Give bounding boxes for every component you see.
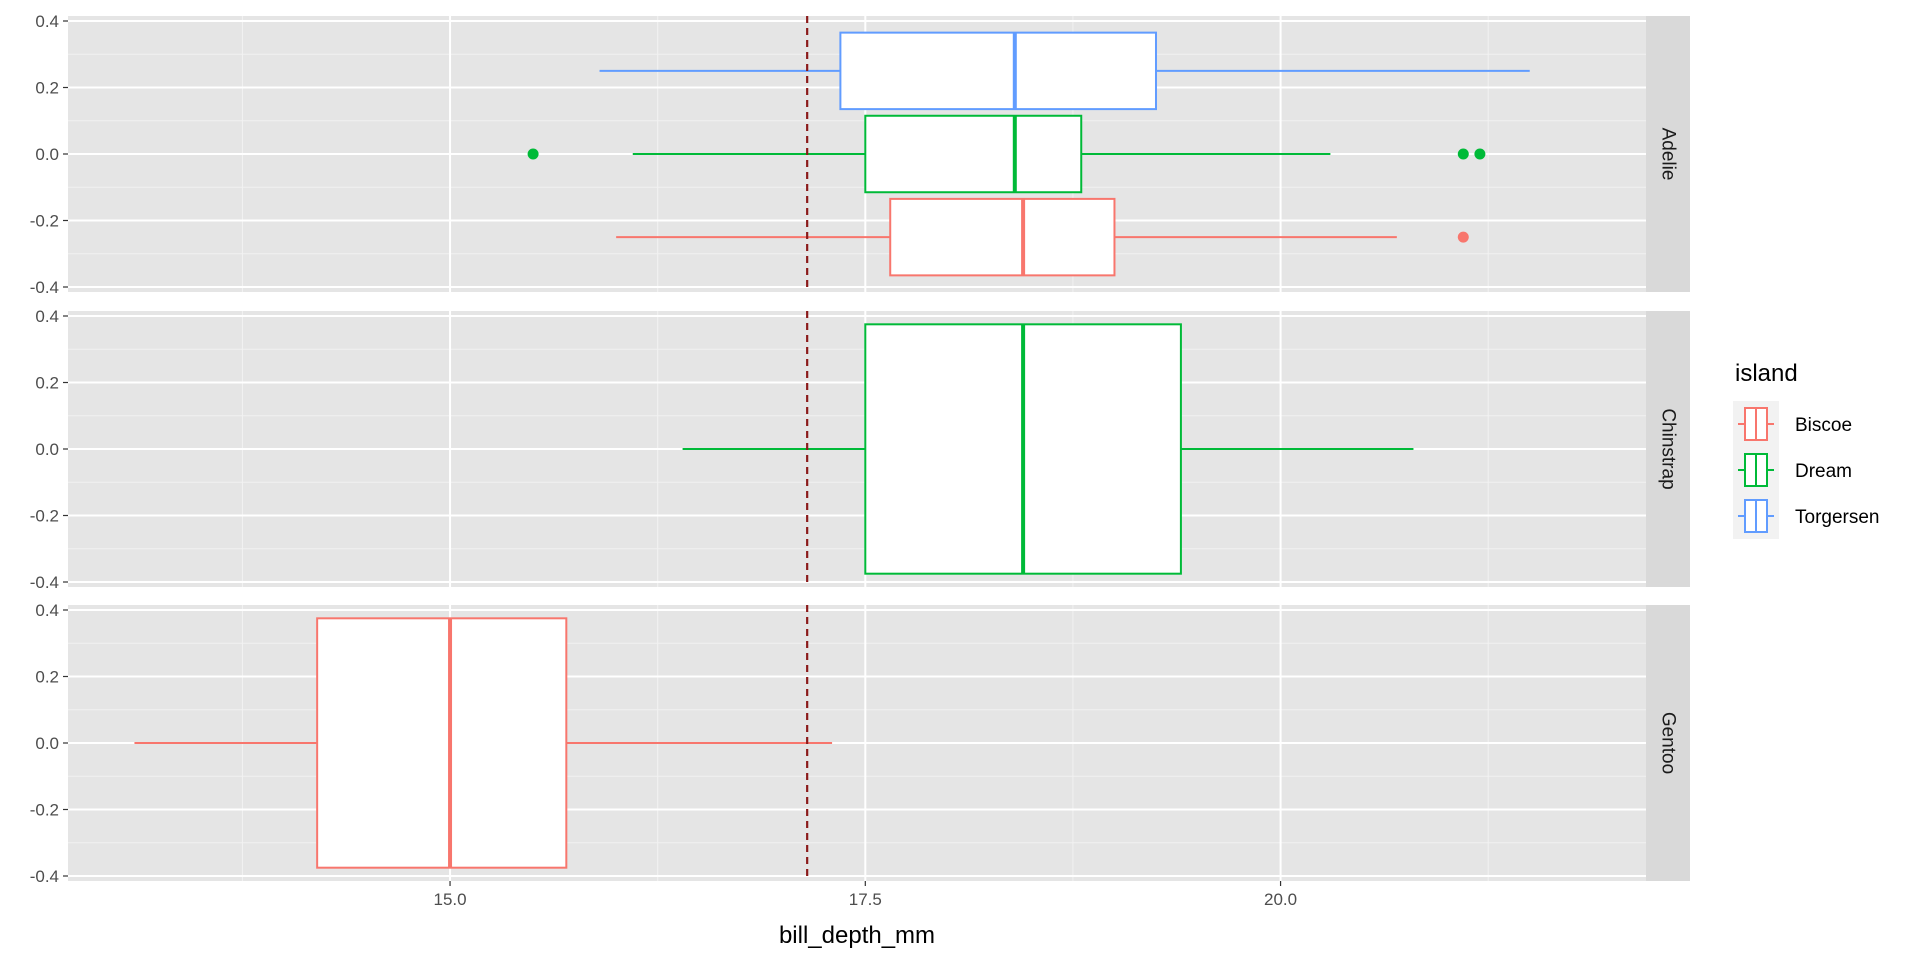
facet-strip [1646, 311, 1690, 587]
outlier-point [1457, 148, 1469, 160]
y-tick-label: 0.2 [35, 374, 59, 393]
facet-panel-chinstrap: 0.4 0.2 0.0 -0.2 -0.4 Chinstrap [30, 307, 1690, 592]
box-iqr [316, 617, 568, 869]
box-adelie-torgersen [599, 31, 1530, 111]
legend-key-biscoe [1738, 407, 1774, 441]
y-tick-label: -0.4 [30, 867, 59, 886]
facet-strip-label: Chinstrap [1658, 408, 1679, 489]
box-chinstrap-dream [682, 323, 1414, 575]
facet-panel-adelie: 0.4 0.2 0.0 -0.2 -0.4 Adelie [30, 12, 1690, 297]
legend-key-torgersen [1738, 499, 1774, 533]
box-gentoo-biscoe [134, 617, 833, 869]
y-tick-label: -0.2 [30, 507, 59, 526]
legend-title: island [1735, 360, 1798, 387]
legend-key-dream [1738, 453, 1774, 487]
y-tick-label: -0.2 [30, 212, 59, 231]
box-iqr [889, 197, 1116, 277]
y-tick-label: -0.4 [30, 573, 59, 592]
y-tick-label: 0.4 [35, 307, 59, 326]
y-tick-label: -0.2 [30, 801, 59, 820]
outlier-point [1474, 148, 1486, 160]
y-tick-label: 0.4 [35, 601, 59, 620]
facet-panels: 0.4 0.2 0.0 -0.2 -0.4 Adelie 0.4 0.2 0.0 -0.2 -0.4… [30, 12, 1690, 886]
box-iqr [864, 114, 1083, 194]
legend-label-torgersen: Torgersen [1795, 507, 1880, 528]
outlier-point [527, 148, 539, 160]
y-tick-label: 0.4 [35, 12, 59, 31]
y-tick-label: -0.4 [30, 278, 59, 297]
legend-label-biscoe: Biscoe [1795, 415, 1852, 436]
x-tick-label: 20.0 [1264, 890, 1297, 909]
box-adelie-dream [527, 114, 1486, 194]
y-tick-label: 0.2 [35, 79, 59, 98]
facet-strip-label: Gentoo [1658, 712, 1679, 774]
facet-strip [1646, 605, 1690, 881]
box-adelie-biscoe [616, 197, 1469, 277]
x-axis: 15.0 17.5 20.0 [433, 881, 1297, 909]
y-tick-label: 0.0 [35, 734, 59, 753]
x-tick-label: 17.5 [849, 890, 882, 909]
outlier-point [1457, 231, 1469, 243]
legend-label-dream: Dream [1795, 461, 1852, 482]
y-tick-label: 0.2 [35, 668, 59, 687]
facet-strip-label: Adelie [1658, 128, 1679, 181]
legend: island Biscoe Dream Torgersen [1733, 360, 1880, 539]
facet-strip [1646, 16, 1690, 292]
x-tick-label: 15.0 [433, 890, 466, 909]
y-tick-label: 0.0 [35, 145, 59, 164]
y-tick-label: 0.0 [35, 440, 59, 459]
facet-panel-gentoo: 0.4 0.2 0.0 -0.2 -0.4 Gentoo [30, 601, 1690, 886]
box-iqr [839, 31, 1157, 111]
x-axis-title: bill_depth_mm [779, 922, 935, 949]
